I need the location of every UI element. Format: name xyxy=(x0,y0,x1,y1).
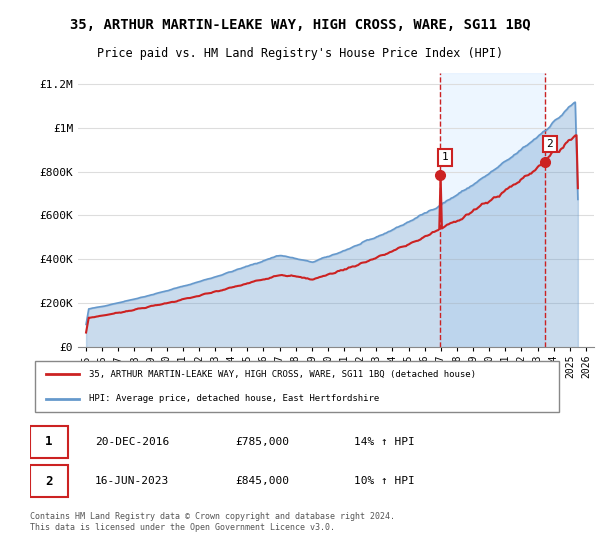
Bar xyxy=(440,73,545,347)
FancyBboxPatch shape xyxy=(30,426,68,458)
Text: HPI: Average price, detached house, East Hertfordshire: HPI: Average price, detached house, East… xyxy=(89,394,380,403)
Text: £785,000: £785,000 xyxy=(235,437,289,447)
Text: 35, ARTHUR MARTIN-LEAKE WAY, HIGH CROSS, WARE, SG11 1BQ (detached house): 35, ARTHUR MARTIN-LEAKE WAY, HIGH CROSS,… xyxy=(89,370,476,379)
Text: 16-JUN-2023: 16-JUN-2023 xyxy=(95,477,169,486)
Text: 1: 1 xyxy=(45,435,53,449)
FancyBboxPatch shape xyxy=(30,465,68,497)
Text: 2: 2 xyxy=(547,139,553,149)
Text: 35, ARTHUR MARTIN-LEAKE WAY, HIGH CROSS, WARE, SG11 1BQ: 35, ARTHUR MARTIN-LEAKE WAY, HIGH CROSS,… xyxy=(70,18,530,32)
Text: 1: 1 xyxy=(442,152,449,162)
Text: Price paid vs. HM Land Registry's House Price Index (HPI): Price paid vs. HM Land Registry's House … xyxy=(97,48,503,60)
Text: 20-DEC-2016: 20-DEC-2016 xyxy=(95,437,169,447)
Text: Contains HM Land Registry data © Crown copyright and database right 2024.
This d: Contains HM Land Registry data © Crown c… xyxy=(30,512,395,532)
FancyBboxPatch shape xyxy=(35,361,559,412)
Text: 14% ↑ HPI: 14% ↑ HPI xyxy=(354,437,415,447)
Text: 10% ↑ HPI: 10% ↑ HPI xyxy=(354,477,415,486)
Text: £845,000: £845,000 xyxy=(235,477,289,486)
Text: 2: 2 xyxy=(45,475,53,488)
